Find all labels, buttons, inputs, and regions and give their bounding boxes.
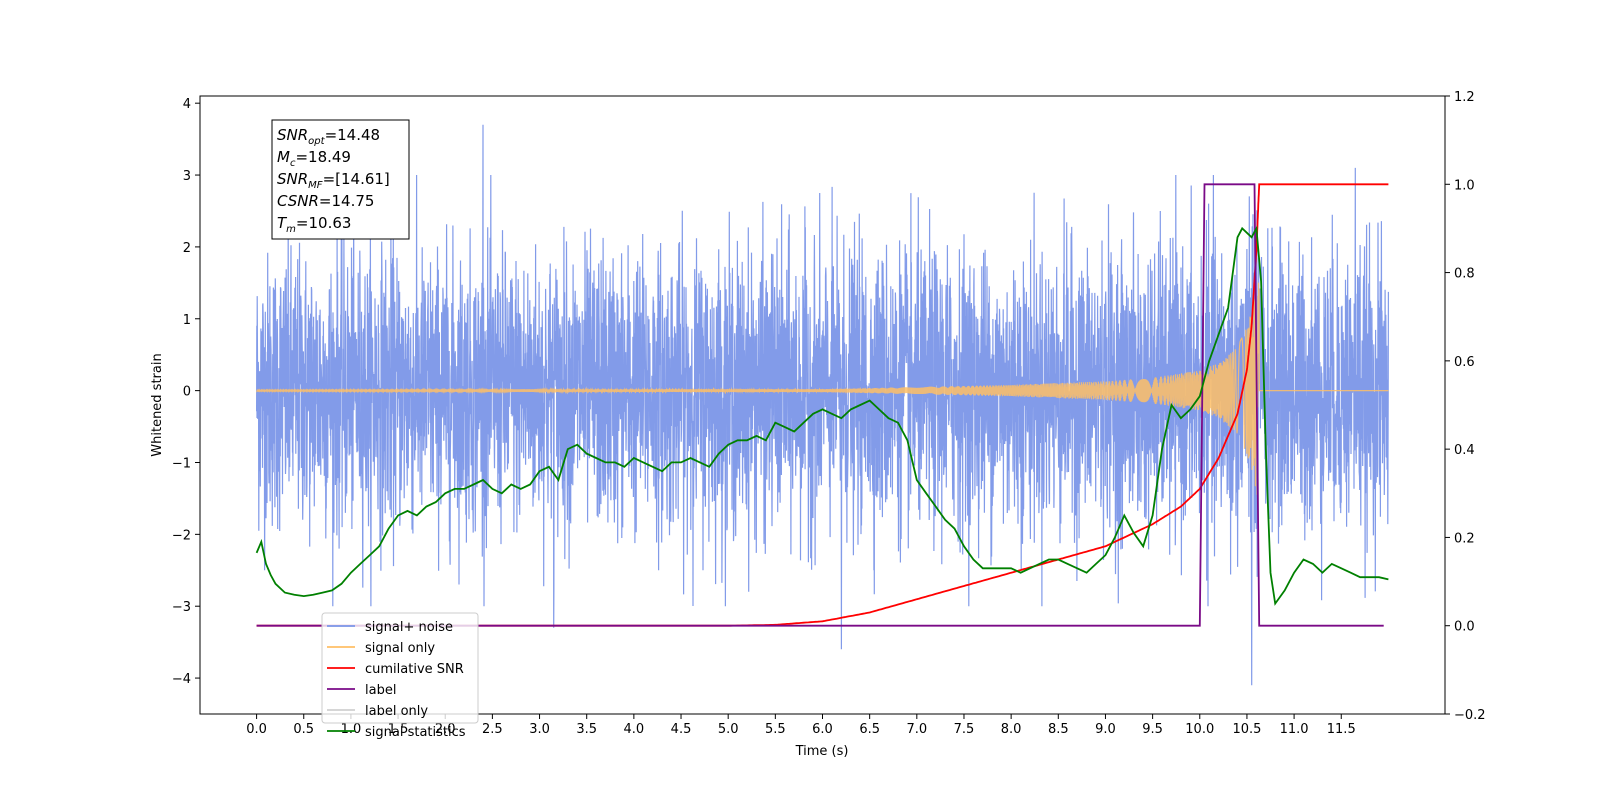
x-tick-label: 3.5: [576, 722, 597, 737]
chirp-series: [256, 282, 1389, 495]
y-tick-label: 0: [183, 385, 191, 400]
x-tick-label: 9.0: [1095, 722, 1116, 737]
x-tick-label: 11.0: [1280, 722, 1309, 737]
x-tick-label: 5.0: [718, 722, 739, 737]
y-tick-label: 2: [183, 241, 191, 256]
y-axis-label: Whitened strain: [150, 353, 165, 456]
x-tick-label: 8.0: [1001, 722, 1022, 737]
y-right-tick-label: 1.0: [1454, 178, 1475, 193]
x-tick-label: 10.5: [1232, 722, 1261, 737]
x-tick-label: 7.0: [906, 722, 927, 737]
x-tick-label: 9.5: [1142, 722, 1163, 737]
y-right-tick-label: 0.0: [1454, 620, 1475, 635]
x-axis: 0.0 0.5 1.0 1.5 2.0 2.5 3.0 3.5 4.0 4.5 5.0 5.5 6.0 6…: [246, 714, 1356, 737]
x-tick-label: 4.5: [671, 722, 692, 737]
label-line: [256, 183, 1384, 627]
x-tick-label: 3.0: [529, 722, 550, 737]
info-line: Mc=18.49: [277, 148, 351, 169]
x-tick-label: 0.5: [293, 722, 314, 737]
x-tick-label: 2.5: [482, 722, 503, 737]
legend-label: label: [365, 683, 396, 698]
x-tick-label: 10.0: [1185, 722, 1214, 737]
x-tick-label: 5.5: [765, 722, 786, 737]
y-axis-right: −0.2 0.0 0.2 0.4 0.6 0.8 1.0 1.2: [1445, 90, 1486, 723]
cumulative-snr-line: [256, 183, 1389, 627]
y-tick-label: −1: [172, 456, 191, 471]
x-tick-label: 8.5: [1048, 722, 1069, 737]
info-line: Tm=10.63: [277, 214, 351, 235]
x-tick-label: 11.5: [1327, 722, 1356, 737]
y-tick-label: 4: [183, 97, 191, 112]
info-line: CSNR=14.75: [277, 192, 374, 210]
y-axis-left: −4 −3 −2 −1 0 1 2 3 4: [172, 97, 200, 687]
x-tick-label: 7.5: [954, 722, 975, 737]
info-line: SNRopt=14.48: [277, 126, 380, 147]
legend-frame: [321, 612, 479, 724]
x-tick-label: 1.5: [388, 722, 409, 737]
y-tick-label: 3: [183, 169, 191, 184]
y-tick-label: −2: [172, 528, 191, 543]
x-tick-label: 4.0: [624, 722, 645, 737]
y-right-tick-label: 0.6: [1454, 355, 1475, 370]
signal-only-line: [256, 282, 1389, 495]
y-right-tick-label: −0.2: [1454, 708, 1486, 723]
legend-label: signal+ noise: [365, 620, 453, 635]
x-tick-label: 6.0: [812, 722, 833, 737]
legend-label: cumilative SNR: [365, 662, 464, 677]
y-right-tick-label: 0.8: [1454, 267, 1475, 282]
legend-label: label only: [365, 704, 428, 719]
legend: signal+ noise signal only cumilative SNR la…: [321, 612, 479, 740]
plot-area: [255, 124, 1390, 686]
y-tick-label: −4: [172, 672, 191, 687]
legend-label: signal only: [365, 641, 435, 656]
x-tick-label: 1.0: [341, 722, 362, 737]
y-right-tick-label: 0.4: [1454, 443, 1475, 458]
y-tick-label: 1: [183, 313, 191, 328]
y-right-tick-label: 0.2: [1454, 531, 1475, 546]
x-axis-label: Time (s): [795, 744, 849, 759]
cumulative-snr-series: [256, 183, 1389, 627]
signal-statistics-series: [255, 225, 1389, 606]
signal-statistics-line: [255, 225, 1389, 606]
label-series: [256, 183, 1384, 627]
x-tick-label: 2.0: [435, 722, 456, 737]
info-line: SNRMF=[14.61]: [277, 170, 390, 191]
y-tick-label: −3: [172, 600, 191, 615]
x-tick-label: 0.0: [246, 722, 267, 737]
legend-label: signal statistics: [365, 725, 466, 740]
x-tick-label: 6.5: [859, 722, 880, 737]
y-right-tick-label: 1.2: [1454, 90, 1475, 105]
info-box-frame: [271, 119, 410, 240]
info-box: SNRopt=14.48Mc=18.49SNRMF=[14.61]CSNR=14…: [271, 119, 410, 240]
